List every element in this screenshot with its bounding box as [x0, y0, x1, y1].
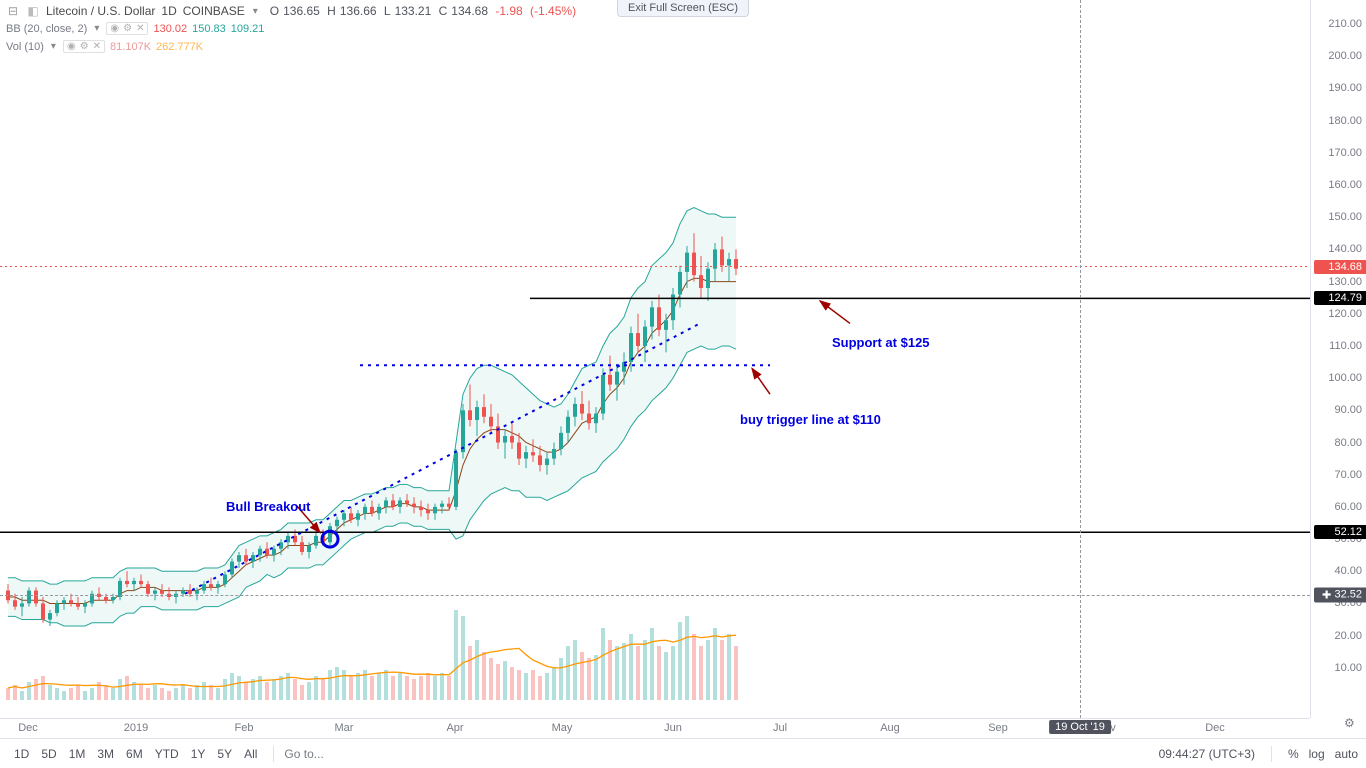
price-axis[interactable]: 10.0020.0030.0040.0050.0060.0070.0080.00… [1310, 0, 1366, 718]
eye-icon: ◉ [109, 23, 120, 34]
eye-icon: ◉ [66, 41, 77, 52]
y-tick: 120.00 [1328, 308, 1362, 320]
indicator-bb-label[interactable]: BB (20, close, 2) [6, 23, 87, 35]
x-tick: Sep [988, 722, 1008, 734]
x-tick: Aug [880, 722, 900, 734]
y-tick: 20.00 [1334, 630, 1362, 642]
indicator-controls[interactable]: ◉⚙✕ [63, 40, 105, 53]
vol-value: 81.107K [110, 41, 151, 53]
x-tick: Jun [664, 722, 682, 734]
log-button[interactable]: log [1309, 747, 1325, 761]
close-icon: ✕ [135, 23, 145, 34]
ohlc-values: O136.65 H136.66 L133.21 C134.68 -1.98 (-… [266, 4, 576, 18]
bottom-toolbar: 1D5D1M3M6MYTD1Y5YAll Go to... 09:44:27 (… [0, 738, 1366, 768]
time-axis[interactable]: Dec2019FebMarAprMayJunJulAugSepOctNovDec… [0, 718, 1310, 738]
chart-settings-icon[interactable]: ⚙ [1344, 716, 1362, 734]
y-tick: 90.00 [1334, 404, 1362, 416]
x-tick: Dec [1205, 722, 1225, 734]
y-tick: 80.00 [1334, 437, 1362, 449]
y-tick: 130.00 [1328, 276, 1362, 288]
y-tick: 190.00 [1328, 82, 1362, 94]
y-tick: 40.00 [1334, 565, 1362, 577]
collapse-icon[interactable]: ⊟ [6, 4, 20, 18]
price-chart[interactable] [0, 0, 1310, 718]
timeframe-6m[interactable]: 6M [120, 745, 149, 763]
chevron-down-icon[interactable]: ▾ [253, 6, 258, 17]
separator [1271, 746, 1272, 762]
crosshair-vertical [1080, 0, 1081, 718]
price-tag: 52.12 [1314, 525, 1366, 539]
timeframe-ytd[interactable]: YTD [149, 745, 185, 763]
timeframe-1m[interactable]: 1M [63, 745, 92, 763]
price-tag: 134.68 [1314, 260, 1366, 274]
indicator-vol-label[interactable]: Vol (10) [6, 41, 44, 53]
bb-value-lower: 109.21 [231, 23, 265, 35]
crosshair-horizontal [0, 595, 1310, 596]
symbol-legend: ⊟ ◧ Litecoin / U.S. Dollar 1D COINBASE ▾… [6, 4, 576, 18]
y-tick: 160.00 [1328, 179, 1362, 191]
indicator-controls[interactable]: ◉⚙✕ [106, 22, 148, 35]
y-tick: 70.00 [1334, 469, 1362, 481]
y-tick: 10.00 [1334, 662, 1362, 674]
y-tick: 200.00 [1328, 50, 1362, 62]
y-tick: 150.00 [1328, 211, 1362, 223]
timeframe-3m[interactable]: 3M [91, 745, 120, 763]
goto-button[interactable]: Go to... [284, 747, 323, 761]
x-tick: Mar [335, 722, 354, 734]
gear-icon: ⚙ [122, 23, 133, 34]
clock-time: 09:44:27 (UTC+3) [1159, 747, 1255, 761]
x-tick: Jul [773, 722, 787, 734]
y-tick: 110.00 [1329, 340, 1362, 352]
price-tag: 124.79 [1314, 291, 1366, 305]
timeframe-1y[interactable]: 1Y [185, 745, 212, 763]
symbol-icon: ◧ [26, 4, 40, 18]
bb-value-mid: 130.02 [153, 23, 187, 35]
timeframe-1d[interactable]: 1D [8, 745, 35, 763]
crosshair-price-tag: ✚ 32.52 [1314, 588, 1366, 603]
chart-annotation: buy trigger line at $110 [740, 412, 881, 427]
x-tick: May [552, 722, 573, 734]
chart-pane[interactable] [0, 0, 1310, 718]
x-tick: 2019 [124, 722, 148, 734]
y-tick: 140.00 [1328, 243, 1362, 255]
y-tick: 180.00 [1328, 115, 1362, 127]
chart-annotation: Support at $125 [832, 335, 930, 350]
y-tick: 60.00 [1334, 501, 1362, 513]
auto-button[interactable]: auto [1335, 747, 1358, 761]
x-tick: Feb [235, 722, 254, 734]
y-tick: 100.00 [1328, 372, 1362, 384]
interval-label[interactable]: 1D [161, 4, 176, 18]
bb-value-upper: 150.83 [192, 23, 226, 35]
crosshair-date-tag: 19 Oct '19 [1049, 720, 1111, 734]
separator [273, 746, 274, 762]
timeframe-5y[interactable]: 5Y [211, 745, 238, 763]
close-icon: ✕ [92, 41, 102, 52]
chart-annotation: Bull Breakout [226, 499, 311, 514]
symbol-name[interactable]: Litecoin / U.S. Dollar [46, 4, 155, 18]
x-tick: Apr [446, 722, 463, 734]
pct-button[interactable]: % [1288, 747, 1299, 761]
indicator-bb-row: BB (20, close, 2) ▾ ◉⚙✕ 130.02 150.83 10… [6, 22, 264, 35]
chevron-down-icon[interactable]: ▾ [94, 23, 99, 34]
timeframe-5d[interactable]: 5D [35, 745, 62, 763]
indicator-vol-row: Vol (10) ▾ ◉⚙✕ 81.107K 262.777K [6, 40, 203, 53]
timeframe-all[interactable]: All [238, 745, 263, 763]
y-tick: 170.00 [1328, 147, 1362, 159]
chevron-down-icon[interactable]: ▾ [51, 41, 56, 52]
y-tick: 210.00 [1328, 18, 1362, 30]
vol-ma-value: 262.777K [156, 41, 203, 53]
exchange-label: COINBASE [183, 4, 245, 18]
gear-icon: ⚙ [79, 41, 90, 52]
exit-fullscreen-button[interactable]: Exit Full Screen (ESC) [617, 0, 749, 17]
x-tick: Dec [18, 722, 38, 734]
